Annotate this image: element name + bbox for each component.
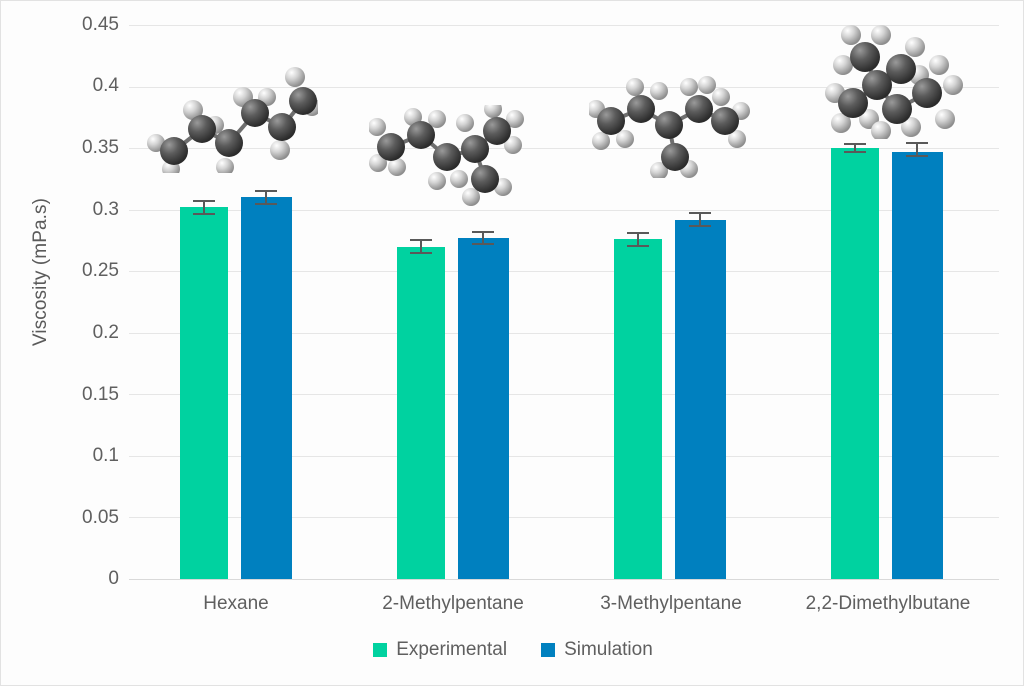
gridline (129, 209, 999, 211)
bar-hexane-experimental[interactable] (180, 207, 228, 579)
2-methylpentane-molecule (369, 105, 534, 210)
gridline (129, 148, 999, 149)
x-tick-label-2-2-dimethylbutane: 2,2-Dimethylbutane (805, 593, 971, 614)
errorbar-whisker (203, 199, 205, 215)
errorbar-cap-bottom (689, 224, 711, 227)
errorbar-cap-bottom (410, 252, 432, 254)
y-tick-label: 0.35 (82, 137, 119, 158)
hexane-molecule (143, 55, 318, 173)
errorbar-cap-top (255, 190, 277, 193)
errorbar-cap-top (627, 231, 649, 234)
y-tick-label: 0 (108, 568, 119, 589)
errorbar-cap-top (906, 141, 928, 144)
gridline (129, 25, 999, 26)
legend-item-simulation[interactable]: Simulation (541, 639, 653, 661)
errorbar-whisker (265, 190, 267, 205)
y-tick-label: 0.1 (92, 445, 119, 466)
errorbar-cap-top (193, 199, 215, 202)
errorbar-cap-bottom (255, 202, 277, 205)
errorbar-whisker (637, 231, 639, 247)
errorbar-cap-bottom (193, 212, 215, 215)
x-tick-label-2-methylpentane: 2-Methylpentane (382, 593, 524, 614)
errorbar-whisker (916, 141, 918, 157)
errorbar-cap-top (844, 143, 866, 146)
gridline (129, 332, 999, 334)
errorbar-whisker (854, 143, 856, 154)
bar-3-methylpentane-experimental[interactable] (614, 239, 662, 579)
x-tick-label-hexane: Hexane (203, 593, 269, 614)
y-tick-label: 0.15 (82, 384, 119, 405)
bar-2-2-dimethylbutane-experimental[interactable] (831, 148, 879, 579)
errorbar-cap-top (689, 212, 711, 215)
y-tick-label: 0.25 (82, 260, 119, 281)
legend-item-experimental[interactable]: Experimental (373, 639, 507, 661)
bar-2-methylpentane-simulation[interactable] (458, 238, 509, 579)
legend-swatch-simulation-icon (541, 643, 556, 657)
errorbar-cap-bottom (844, 151, 866, 154)
errorbar-whisker (420, 239, 422, 254)
y-tick-label: 0.05 (82, 507, 119, 528)
gridline (129, 271, 999, 272)
errorbar-whisker (482, 230, 484, 246)
legend-label-simulation: Simulation (564, 639, 653, 660)
plot-area (129, 25, 999, 580)
x-axis-line (129, 578, 999, 580)
gridline (129, 517, 999, 518)
errorbar-whisker (699, 212, 701, 227)
errorbar-cap-top (472, 230, 494, 233)
errorbar-cap-bottom (627, 244, 649, 247)
errorbar-cap-bottom (906, 154, 928, 157)
legend: Experimental Simulation (1, 639, 1024, 661)
y-tick-label: 0.45 (82, 14, 119, 35)
3-methylpentane-molecule (589, 73, 751, 178)
y-tick-label: 0.2 (92, 322, 119, 343)
legend-swatch-experimental-icon (373, 643, 388, 657)
bar-2-methylpentane-experimental[interactable] (397, 246, 445, 579)
y-tick-label: 0.4 (92, 75, 119, 96)
gridline (129, 86, 999, 88)
y-tick-label: 0.3 (92, 199, 119, 220)
bar-2-2-dimethylbutane-simulation[interactable] (892, 151, 943, 579)
errorbar-cap-top (410, 239, 432, 242)
legend-label-experimental: Experimental (396, 639, 508, 660)
x-tick-label-3-methylpentane: 3-Methylpentane (600, 593, 742, 614)
bar-hexane-simulation[interactable] (241, 197, 292, 579)
bar-3-methylpentane-simulation[interactable] (675, 219, 726, 579)
gridline (129, 455, 999, 457)
2-2-dimethylbutane-molecule (819, 17, 967, 139)
errorbar-cap-bottom (472, 243, 494, 246)
gridline (129, 394, 999, 395)
